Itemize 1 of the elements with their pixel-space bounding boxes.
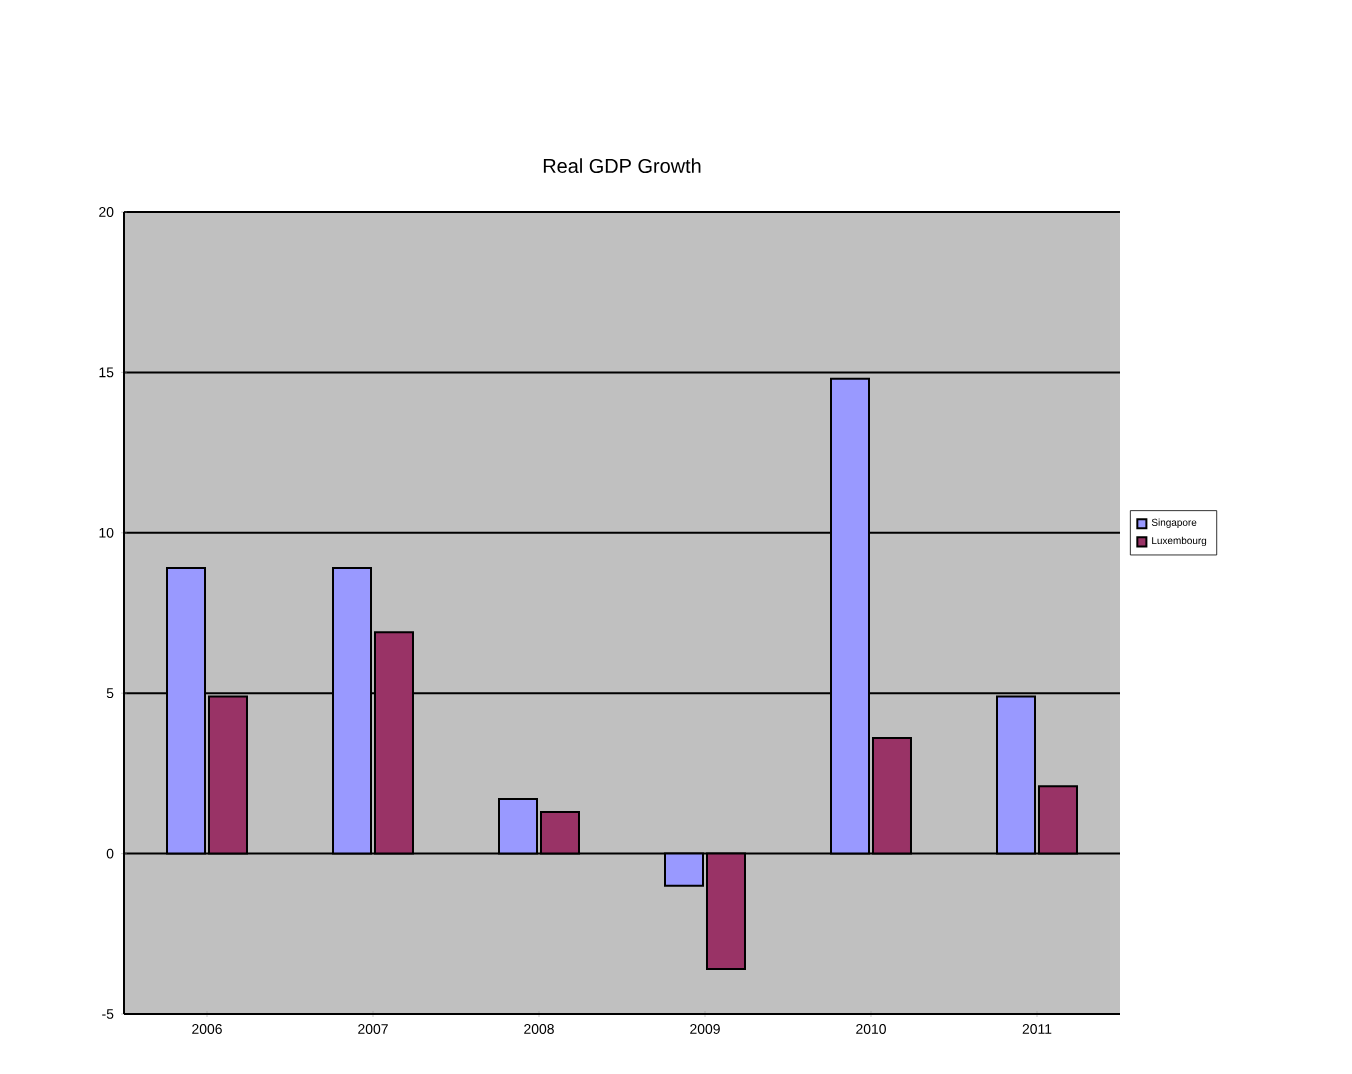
chart-title: Real GDP Growth [543,158,701,173]
